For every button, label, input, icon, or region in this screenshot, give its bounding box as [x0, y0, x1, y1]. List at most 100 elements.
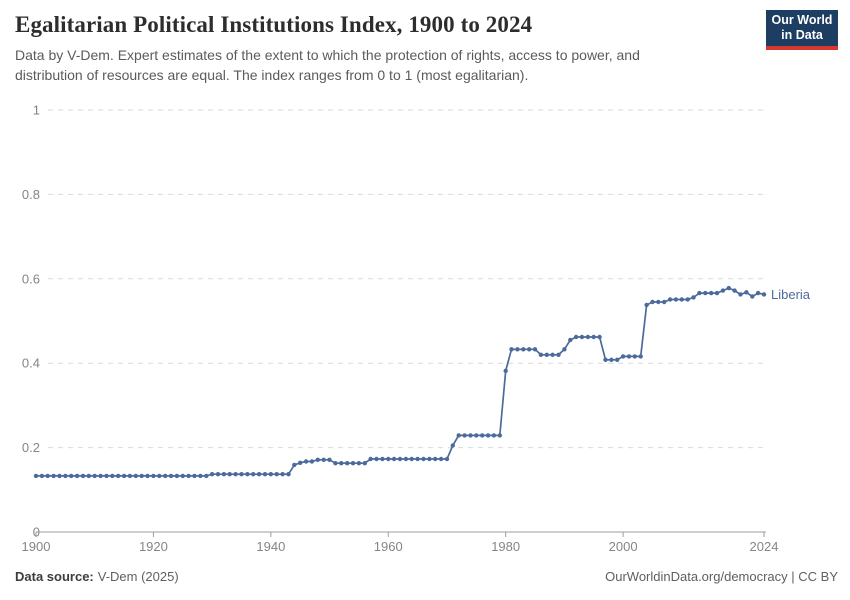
data-point[interactable]: [474, 433, 479, 438]
data-point[interactable]: [239, 472, 244, 477]
data-point[interactable]: [198, 473, 203, 479]
data-point[interactable]: [438, 456, 444, 462]
data-point[interactable]: [409, 456, 414, 462]
data-point[interactable]: [720, 288, 726, 293]
data-point[interactable]: [538, 352, 544, 357]
data-point[interactable]: [345, 461, 350, 466]
data-point[interactable]: [139, 473, 144, 479]
data-point[interactable]: [491, 433, 497, 438]
data-point[interactable]: [456, 433, 461, 438]
data-point[interactable]: [386, 456, 391, 462]
data-point[interactable]: [480, 433, 485, 438]
series-points[interactable]: [33, 285, 767, 479]
data-point[interactable]: [485, 433, 491, 438]
data-point[interactable]: [568, 337, 573, 343]
data-point[interactable]: [709, 290, 714, 296]
data-point[interactable]: [221, 472, 227, 477]
data-point[interactable]: [468, 433, 473, 438]
data-point[interactable]: [433, 456, 438, 462]
data-point[interactable]: [591, 334, 596, 340]
data-point[interactable]: [80, 473, 86, 479]
data-point[interactable]: [151, 473, 156, 479]
data-point[interactable]: [180, 473, 185, 479]
data-point[interactable]: [550, 352, 555, 357]
data-point[interactable]: [415, 456, 420, 462]
data-point[interactable]: [673, 297, 679, 302]
data-point[interactable]: [298, 460, 303, 465]
data-point[interactable]: [691, 295, 696, 300]
data-point[interactable]: [233, 472, 238, 477]
data-point[interactable]: [662, 299, 667, 305]
data-point[interactable]: [573, 334, 579, 340]
data-point[interactable]: [532, 347, 538, 352]
data-point[interactable]: [163, 473, 168, 479]
data-point[interactable]: [356, 461, 362, 466]
data-point[interactable]: [262, 472, 268, 477]
data-point[interactable]: [403, 456, 409, 462]
data-point[interactable]: [738, 292, 743, 297]
data-point[interactable]: [116, 473, 121, 479]
data-point[interactable]: [133, 473, 138, 479]
data-point[interactable]: [685, 297, 690, 302]
data-point[interactable]: [615, 357, 620, 362]
data-point[interactable]: [650, 299, 655, 305]
data-point[interactable]: [609, 357, 614, 362]
data-point[interactable]: [450, 443, 455, 448]
data-point[interactable]: [509, 347, 514, 352]
data-point[interactable]: [286, 472, 291, 477]
data-point[interactable]: [309, 459, 315, 464]
data-point[interactable]: [656, 299, 661, 305]
data-point[interactable]: [503, 368, 508, 373]
data-point[interactable]: [368, 456, 373, 462]
data-point[interactable]: [755, 290, 761, 296]
data-point[interactable]: [644, 302, 649, 308]
data-point[interactable]: [597, 334, 602, 340]
data-point[interactable]: [333, 461, 338, 466]
data-point[interactable]: [303, 459, 309, 464]
data-point[interactable]: [626, 354, 632, 359]
data-point[interactable]: [697, 290, 702, 296]
data-point[interactable]: [280, 472, 285, 477]
data-point[interactable]: [251, 472, 256, 477]
data-point[interactable]: [315, 457, 320, 462]
data-point[interactable]: [362, 461, 367, 466]
data-point[interactable]: [168, 473, 174, 479]
data-point[interactable]: [421, 456, 426, 462]
data-point[interactable]: [339, 461, 344, 466]
data-point[interactable]: [186, 473, 191, 479]
data-point[interactable]: [33, 473, 39, 479]
data-point[interactable]: [620, 354, 626, 359]
data-point[interactable]: [110, 473, 115, 479]
data-point[interactable]: [732, 288, 737, 293]
data-point[interactable]: [39, 473, 45, 479]
data-point[interactable]: [192, 473, 197, 479]
data-point[interactable]: [74, 473, 80, 479]
data-point[interactable]: [86, 473, 92, 479]
data-point[interactable]: [121, 473, 127, 479]
data-point[interactable]: [209, 472, 215, 477]
data-point[interactable]: [174, 473, 180, 479]
data-point[interactable]: [603, 357, 608, 362]
data-point[interactable]: [274, 472, 279, 477]
data-point[interactable]: [544, 352, 549, 357]
data-point[interactable]: [292, 462, 297, 468]
data-point[interactable]: [63, 473, 68, 479]
data-point[interactable]: [45, 473, 50, 479]
data-point[interactable]: [444, 456, 450, 462]
data-point[interactable]: [227, 472, 232, 477]
data-point[interactable]: [562, 347, 567, 352]
data-point[interactable]: [497, 433, 502, 438]
data-point[interactable]: [245, 472, 250, 477]
data-point[interactable]: [703, 290, 708, 296]
data-point[interactable]: [427, 456, 432, 462]
data-point[interactable]: [256, 472, 262, 477]
data-point[interactable]: [204, 473, 209, 479]
data-point[interactable]: [145, 473, 150, 479]
data-point[interactable]: [679, 297, 684, 302]
data-point[interactable]: [726, 285, 731, 291]
owid-logo[interactable]: Our World in Data: [766, 10, 838, 50]
credit-link[interactable]: OurWorldinData.org/democracy | CC BY: [605, 569, 838, 584]
data-point[interactable]: [462, 433, 467, 438]
data-point[interactable]: [127, 473, 133, 479]
data-point[interactable]: [632, 354, 637, 359]
